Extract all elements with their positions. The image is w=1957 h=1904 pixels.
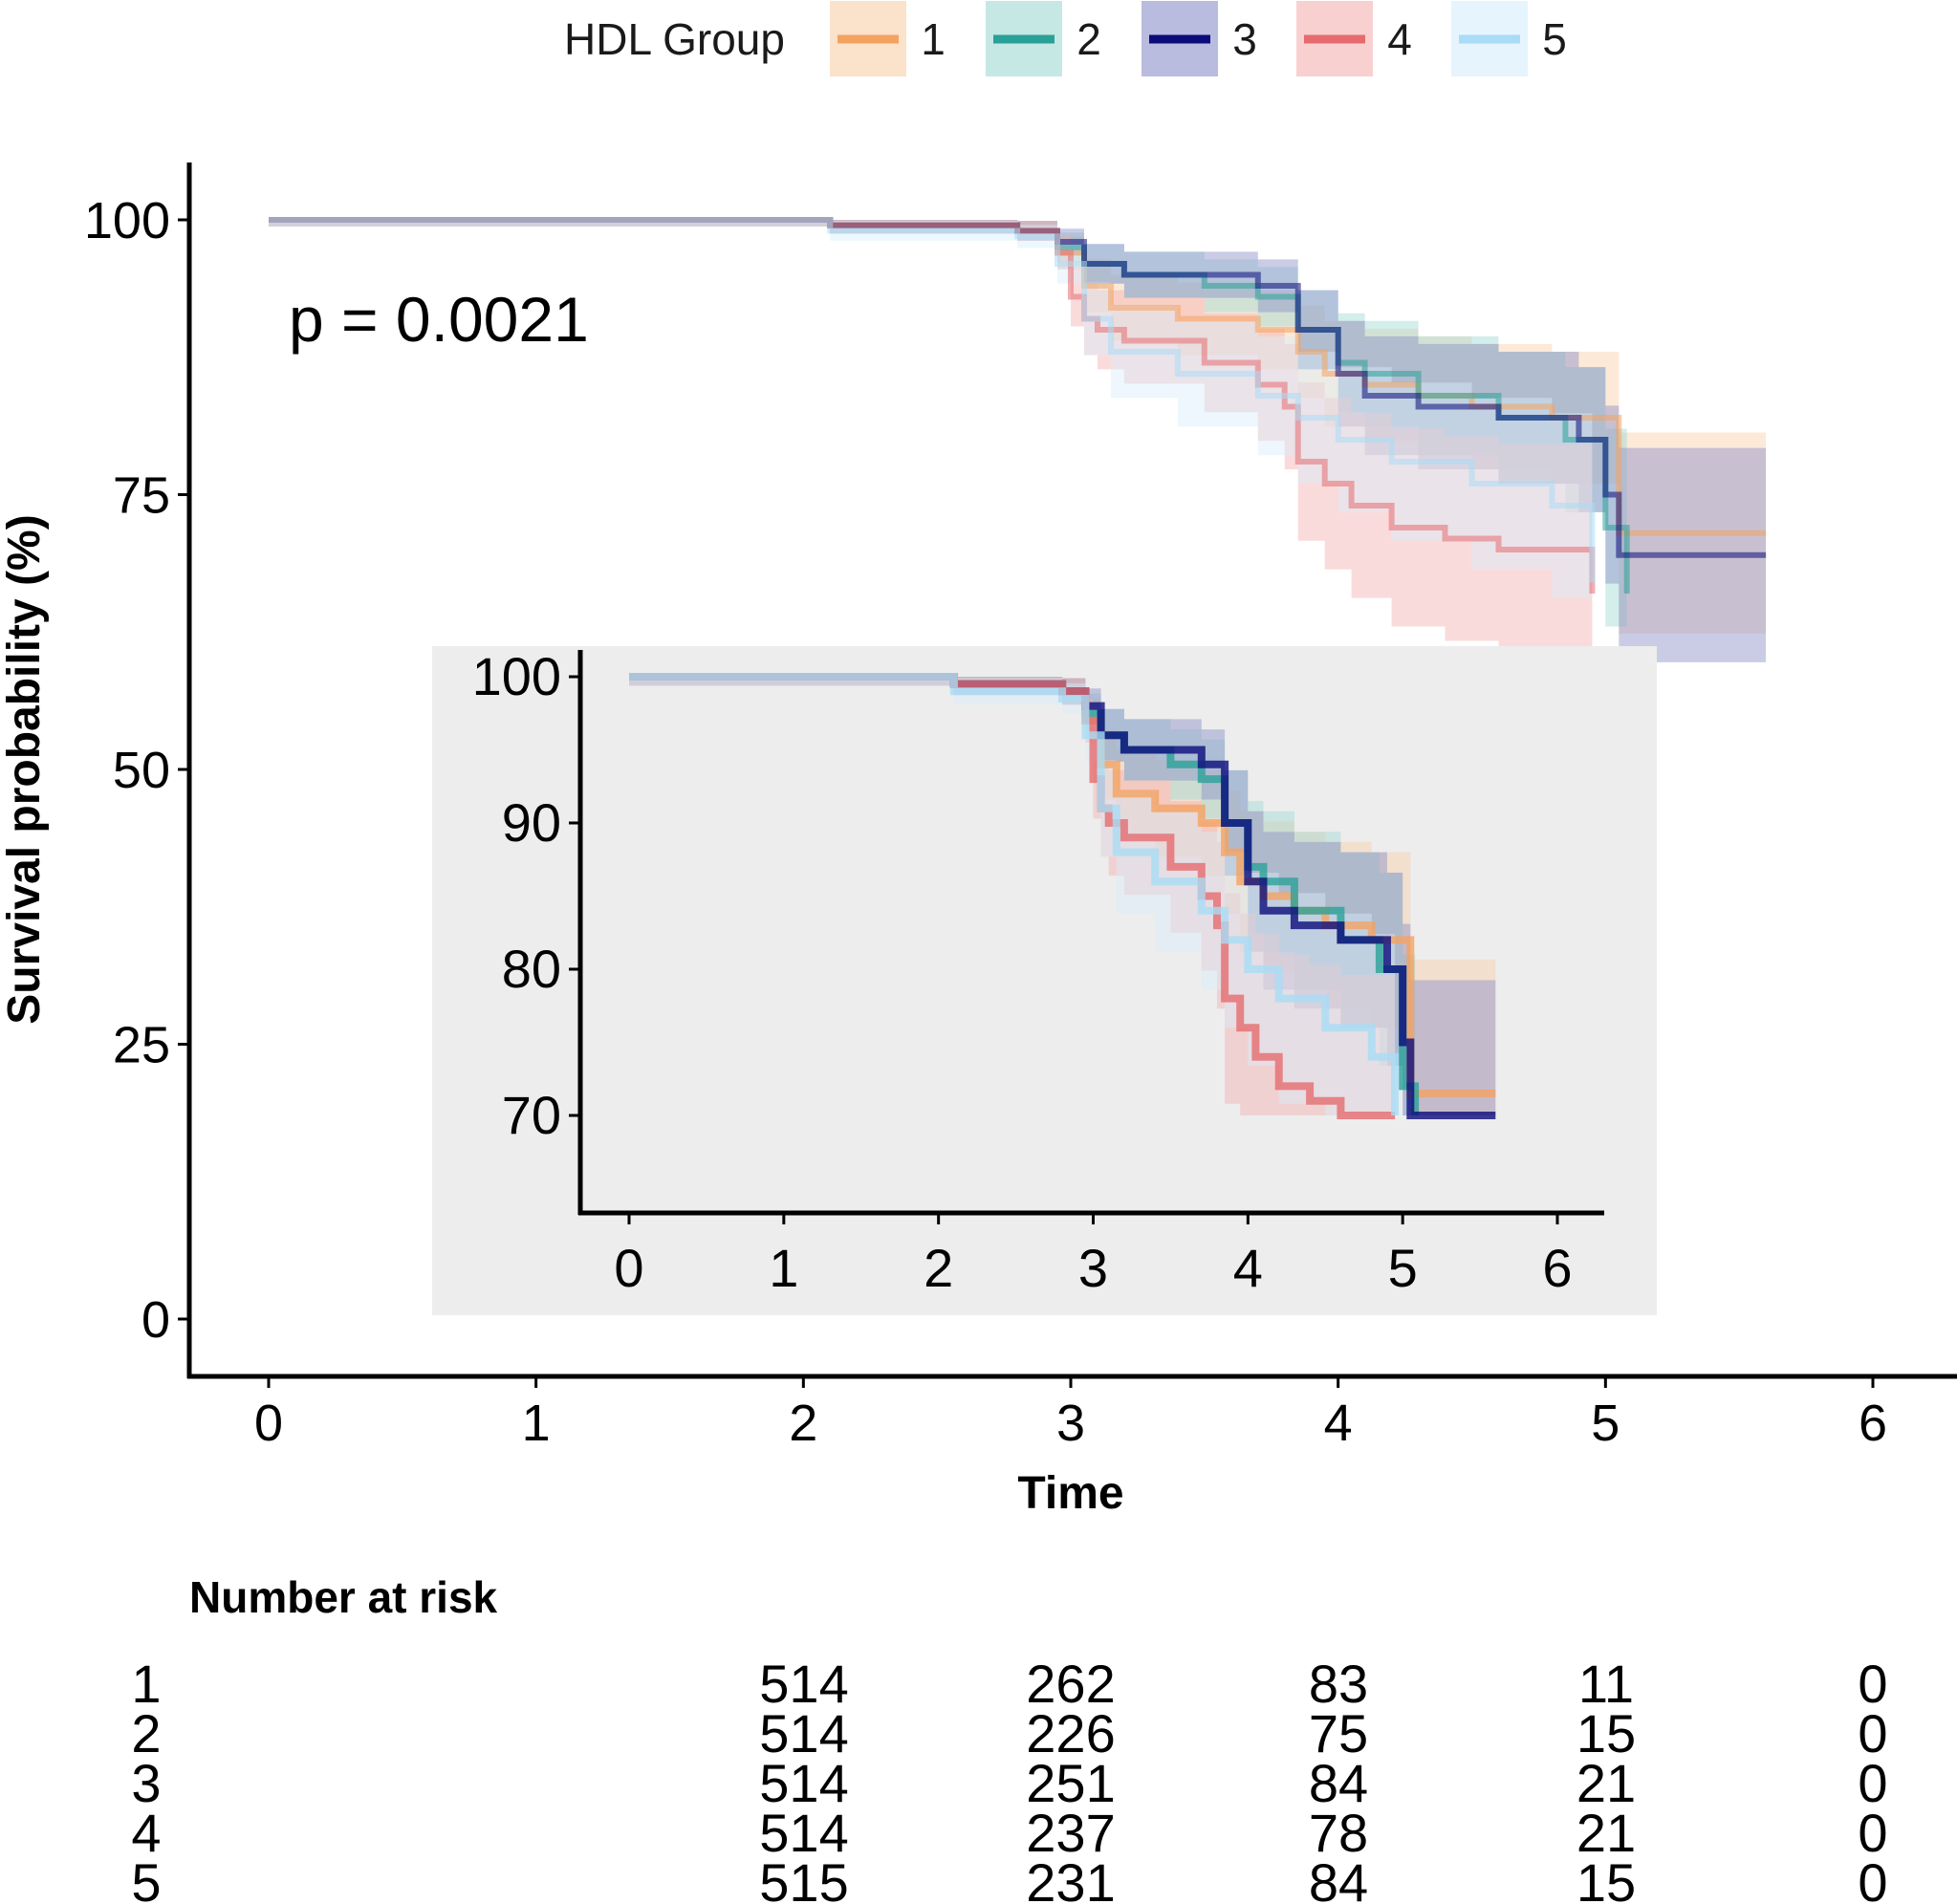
legend-title: HDL Group (564, 14, 785, 64)
risk-row-label-5: 5 (131, 1852, 161, 1904)
legend-label-3: 3 (1232, 14, 1257, 64)
legend-label-5: 5 (1542, 14, 1567, 64)
inset-curve-group-4 (629, 673, 1396, 1119)
main-y-tick-label-75: 75 (113, 467, 170, 525)
risk-cell-3-2: 514 (759, 1753, 848, 1813)
y-axis-label: Survival probability (%) (0, 514, 50, 1024)
risk-cell-5-6: 0 (1858, 1852, 1887, 1904)
inset-zoom-plot: 0 1 2 3 4 5 6 70 80 90 100 (432, 646, 1657, 1315)
main-x-tick-label-1: 1 (522, 1395, 551, 1452)
inset-survival-curves (629, 673, 1496, 1119)
main-y-tick-label-25: 25 (113, 1017, 170, 1074)
inset-y-tick-label-70: 70 (502, 1085, 561, 1145)
main-band-group-4 (269, 220, 1593, 713)
inset-x-tick-label-6: 6 (1542, 1238, 1572, 1298)
main-band-group-1 (269, 220, 1767, 634)
inset-x-tick-label-4: 4 (1233, 1238, 1263, 1298)
main-x-tick-label-4: 4 (1324, 1395, 1353, 1452)
risk-table-title: Number at risk (189, 1572, 498, 1622)
risk-cell-4-2: 514 (759, 1803, 848, 1863)
risk-cell-2-4: 75 (1309, 1703, 1368, 1763)
main-x-tick-label-6: 6 (1859, 1395, 1887, 1452)
inset-band-group-5 (629, 677, 1396, 1115)
risk-table: Number at risk 1 514 262 83 11 02 514 226 75 15 03… (131, 1572, 1887, 1904)
risk-cell-1-3: 262 (1026, 1654, 1115, 1714)
inset-curve-group-5 (629, 673, 1400, 1115)
main-band-group-3 (269, 220, 1767, 662)
x-axis-label: Time (1017, 1468, 1123, 1519)
risk-cell-5-3: 231 (1026, 1852, 1115, 1904)
inset-band-group-2 (629, 677, 1416, 1115)
risk-cell-4-6: 0 (1858, 1803, 1887, 1863)
inset-x-tick-label-1: 1 (769, 1238, 798, 1298)
legend: HDL Group 1 2 3 4 5 (564, 1, 1567, 76)
inset-x-tick-label-2: 2 (924, 1238, 953, 1298)
inset-band-group-1 (629, 677, 1496, 1115)
risk-cell-3-6: 0 (1858, 1753, 1887, 1813)
p-value: p = 0.0021 (289, 284, 589, 355)
risk-cell-5-2: 515 (759, 1852, 848, 1904)
risk-cell-1-4: 83 (1309, 1654, 1368, 1714)
risk-cell-2-3: 226 (1026, 1703, 1115, 1763)
risk-cell-1-6: 0 (1858, 1654, 1887, 1714)
inset-x-tick-label-5: 5 (1388, 1238, 1418, 1298)
risk-cell-4-4: 78 (1309, 1803, 1368, 1863)
risk-row-label-3: 3 (131, 1753, 161, 1813)
main-curve-group-4 (269, 217, 1596, 594)
risk-row-label-2: 2 (131, 1703, 161, 1763)
risk-cell-2-2: 514 (759, 1703, 848, 1763)
main-curve-group-5 (269, 217, 1596, 583)
inset-y-tick-label-80: 80 (502, 939, 561, 999)
inset-y-tick-label-90: 90 (502, 792, 561, 853)
risk-cell-5-5: 15 (1576, 1852, 1636, 1904)
risk-cell-5-4: 84 (1309, 1852, 1368, 1904)
main-x-tick-label-3: 3 (1056, 1395, 1085, 1452)
main-y-tick-label-100: 100 (84, 192, 170, 249)
inset-y-tick-label-100: 100 (472, 646, 561, 706)
risk-cell-1-2: 514 (759, 1654, 848, 1714)
risk-cell-1-5: 11 (1578, 1654, 1634, 1714)
risk-cell-4-3: 237 (1026, 1803, 1115, 1863)
main-band-group-5 (269, 220, 1593, 699)
inset-band-group-4 (629, 677, 1396, 1115)
main-survival-curves (269, 217, 1767, 594)
legend-label-4: 4 (1387, 14, 1412, 64)
risk-row-label-4: 4 (131, 1803, 161, 1863)
risk-cell-2-5: 15 (1576, 1703, 1636, 1763)
main-confidence-bands (269, 220, 1767, 713)
risk-cell-3-3: 251 (1026, 1753, 1115, 1813)
inset-x-tick-label-3: 3 (1078, 1238, 1108, 1298)
legend-label-1: 1 (921, 14, 946, 64)
risk-cell-3-4: 84 (1309, 1753, 1368, 1813)
legend-label-2: 2 (1076, 14, 1101, 64)
risk-cell-2-6: 0 (1858, 1703, 1887, 1763)
risk-row-label-1: 1 (131, 1654, 161, 1714)
risk-cell-3-5: 21 (1576, 1753, 1636, 1813)
risk-cell-4-5: 21 (1576, 1803, 1636, 1863)
inset-axis-ticks: 0 1 2 3 4 5 6 70 80 90 100 (472, 646, 1573, 1298)
main-y-tick-label-0: 0 (141, 1291, 170, 1349)
main-x-tick-label-2: 2 (789, 1395, 817, 1452)
main-x-tick-label-5: 5 (1591, 1395, 1620, 1452)
inset-x-tick-label-0: 0 (614, 1238, 643, 1298)
main-y-tick-label-50: 50 (113, 742, 170, 799)
inset-background (432, 646, 1657, 1315)
main-x-tick-label-0: 0 (254, 1395, 283, 1452)
